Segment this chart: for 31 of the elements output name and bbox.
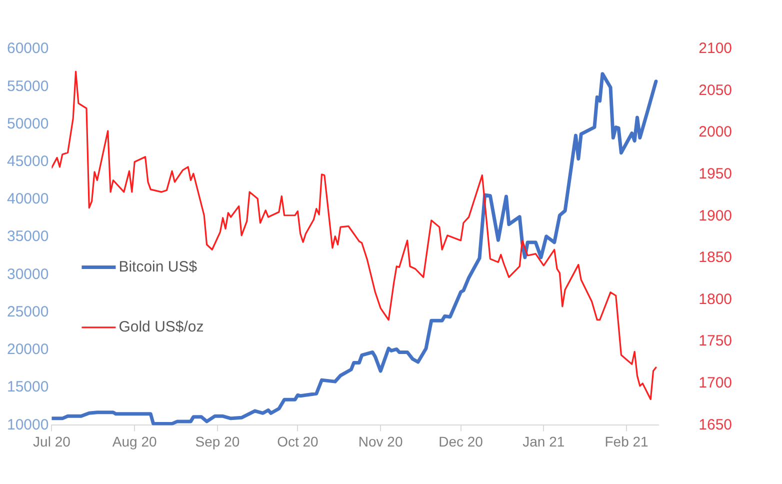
y2-tick-label: 1900 — [698, 207, 732, 224]
y-tick-label: 15000 — [6, 378, 49, 396]
legend-label: Gold US$/oz — [118, 318, 204, 336]
y2-tick-label: 2100 — [698, 40, 732, 58]
x-tick-label: Sep 20 — [195, 433, 240, 450]
x-tick-label: Jul 20 — [33, 433, 71, 450]
y-tick-label: 10000 — [6, 416, 49, 434]
y2-tick-label: 1950 — [698, 166, 732, 183]
y2-tick-label: 1800 — [698, 290, 732, 308]
y-tick-label: 20000 — [6, 341, 49, 358]
y-tick-label: 60000 — [6, 40, 49, 58]
y-tick-label: 50000 — [6, 115, 49, 132]
y2-tick-label: 2050 — [698, 82, 732, 99]
y-tick-label: 45000 — [6, 153, 49, 170]
x-tick-label: Jan 21 — [522, 433, 565, 450]
x-tick-label: Feb 21 — [604, 433, 649, 450]
x-tick-label: Aug 20 — [112, 433, 157, 450]
y-tick-label: 55000 — [6, 78, 49, 95]
y2-tick-label: 2000 — [698, 124, 732, 141]
y2-tick-label: 1750 — [698, 332, 732, 350]
x-tick-label: Dec 20 — [438, 433, 484, 450]
y-tick-label: 35000 — [6, 228, 49, 246]
y-tick-label: 25000 — [6, 303, 49, 320]
x-tick-label: Oct 20 — [277, 433, 319, 450]
y2-tick-label: 1850 — [698, 249, 732, 266]
y2-tick-label: 1650 — [698, 416, 732, 434]
legend-label: Bitcoin US$ — [118, 258, 198, 276]
y2-tick-label: 1700 — [698, 374, 732, 392]
x-tick-label: Nov 20 — [358, 433, 403, 450]
y-tick-label: 40000 — [6, 190, 49, 208]
y-tick-label: 30000 — [6, 266, 49, 283]
